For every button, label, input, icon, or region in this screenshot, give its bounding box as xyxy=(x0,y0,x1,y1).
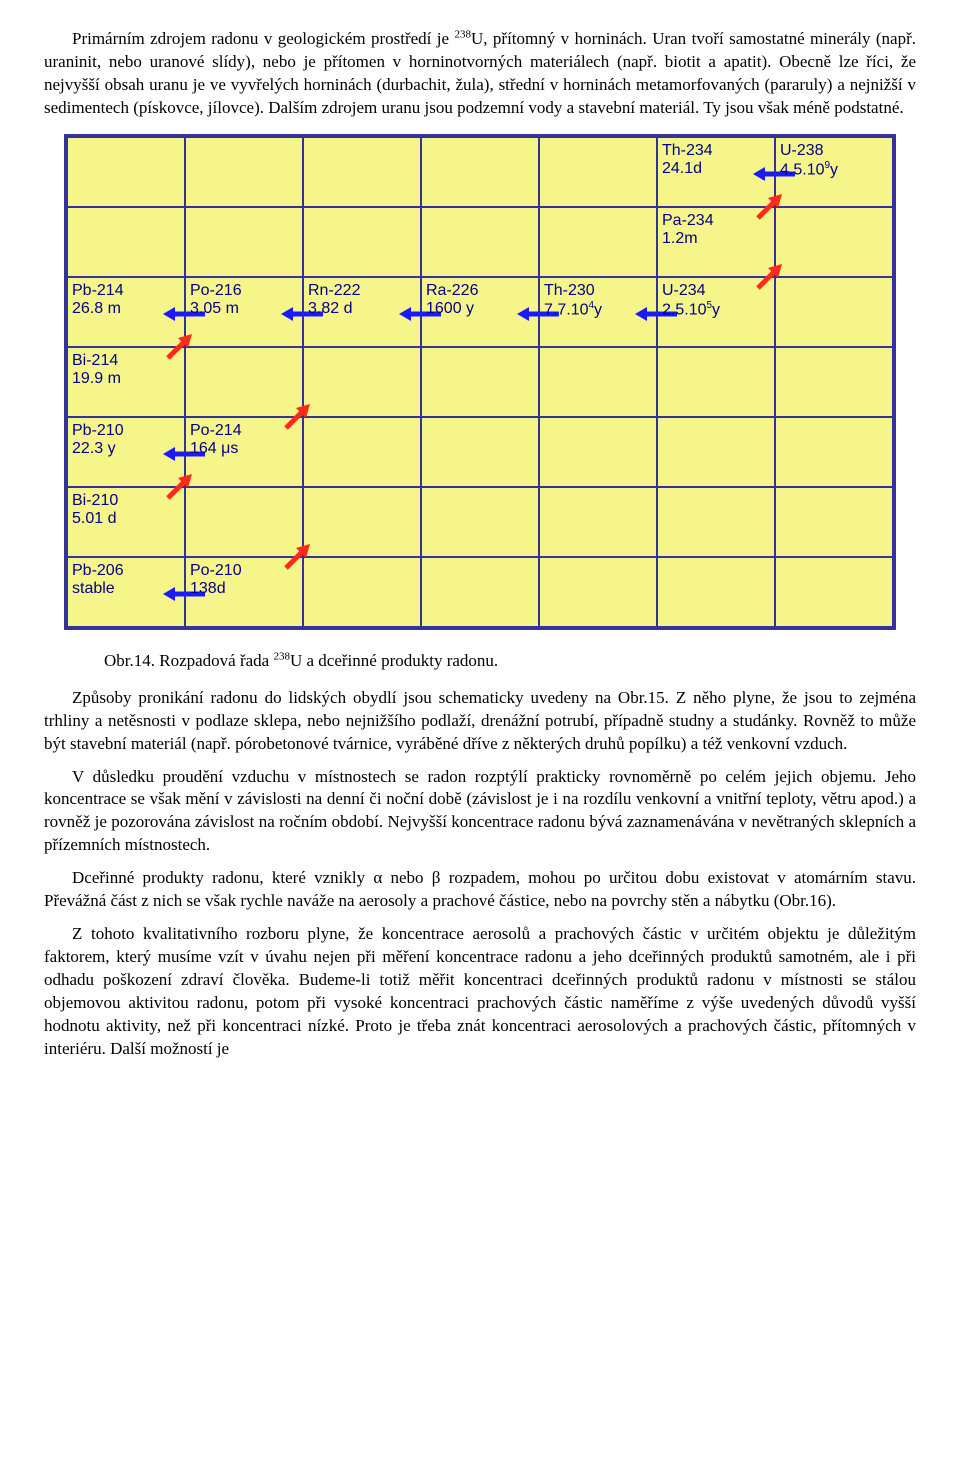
paragraph: Dceřinné produkty radonu, které vznikly … xyxy=(44,867,916,913)
empty-cell xyxy=(421,557,539,627)
text: Primárním zdrojem radonu v geologickém p… xyxy=(72,29,454,48)
nuclide-label: Rn-2223.82 d xyxy=(308,282,360,319)
empty-cell xyxy=(421,137,539,207)
nuclide-cell: Bi-2105.01 d xyxy=(67,487,185,557)
empty-cell xyxy=(303,137,421,207)
empty-cell xyxy=(657,487,775,557)
nuclide-label: Th-2307.7.104y xyxy=(544,282,602,320)
empty-cell xyxy=(539,487,657,557)
empty-cell xyxy=(775,417,893,487)
empty-cell xyxy=(539,207,657,277)
nuclide-label: Bi-21419.9 m xyxy=(72,352,121,389)
empty-cell xyxy=(421,347,539,417)
empty-cell xyxy=(657,557,775,627)
empty-cell xyxy=(185,137,303,207)
empty-cell xyxy=(539,557,657,627)
nuclide-label: Po-214164 μs xyxy=(190,422,242,459)
nuclide-cell: Ra-2261600 y xyxy=(421,277,539,347)
paragraph: Z tohoto kvalitativního rozboru plyne, ž… xyxy=(44,923,916,1061)
nuclide-cell: Th-23424.1d xyxy=(657,137,775,207)
nuclide-cell: Po-210138d xyxy=(185,557,303,627)
nuclide-label: Ra-2261600 y xyxy=(426,282,478,319)
paragraph-intro: Primárním zdrojem radonu v geologickém p… xyxy=(44,28,916,120)
nuclide-cell: U-2384.5.109y xyxy=(775,137,893,207)
empty-cell xyxy=(303,557,421,627)
text: U a dceřinné produkty radonu. xyxy=(290,651,498,670)
nuclide-cell: Rn-2223.82 d xyxy=(303,277,421,347)
nuclide-cell: U-2342.5.105y xyxy=(657,277,775,347)
nuclide-cell: Pb-21022.3 y xyxy=(67,417,185,487)
empty-cell xyxy=(185,207,303,277)
empty-cell xyxy=(303,417,421,487)
nuclide-label: Po-210138d xyxy=(190,562,242,599)
empty-cell xyxy=(775,277,893,347)
nuclide-label: Pb-206stable xyxy=(72,562,124,599)
isotope-sup: 238 xyxy=(454,28,471,40)
nuclide-label: Pb-21426.8 m xyxy=(72,282,124,319)
paragraph: V důsledku proudění vzduchu v místnostec… xyxy=(44,766,916,858)
nuclide-label: Pa-2341.2m xyxy=(662,212,714,249)
empty-cell xyxy=(775,557,893,627)
figure-caption: Obr.14. Rozpadová řada 238U a dceřinné p… xyxy=(44,650,916,673)
nuclide-label: U-2342.5.105y xyxy=(662,282,720,320)
empty-cell xyxy=(539,137,657,207)
nuclide-label: Pb-21022.3 y xyxy=(72,422,124,459)
decay-chain-figure: Th-23424.1d U-2384.5.109y Pa-2341.2m Pb-2… xyxy=(44,134,916,630)
empty-cell xyxy=(303,487,421,557)
empty-cell xyxy=(421,207,539,277)
nuclide-cell: Po-2163.05 m xyxy=(185,277,303,347)
nuclide-cell: Bi-21419.9 m xyxy=(67,347,185,417)
empty-cell xyxy=(303,207,421,277)
nuclide-cell: Pa-2341.2m xyxy=(657,207,775,277)
empty-cell xyxy=(775,207,893,277)
empty-cell xyxy=(303,347,421,417)
nuclide-cell: Th-2307.7.104y xyxy=(539,277,657,347)
empty-cell xyxy=(67,137,185,207)
empty-cell xyxy=(775,347,893,417)
empty-cell xyxy=(185,487,303,557)
empty-cell xyxy=(185,347,303,417)
empty-cell xyxy=(539,347,657,417)
nuclide-label: Po-2163.05 m xyxy=(190,282,242,319)
paragraph: Způsoby pronikání radonu do lidských oby… xyxy=(44,687,916,756)
isotope-sup: 238 xyxy=(273,650,290,662)
nuclide-cell: Pb-206stable xyxy=(67,557,185,627)
text: Obr.14. Rozpadová řada xyxy=(104,651,273,670)
decay-chain-grid: Th-23424.1d U-2384.5.109y Pa-2341.2m Pb-2… xyxy=(64,134,896,630)
nuclide-label: U-2384.5.109y xyxy=(780,142,838,180)
empty-cell xyxy=(539,417,657,487)
empty-cell xyxy=(67,207,185,277)
nuclide-label: Th-23424.1d xyxy=(662,142,713,179)
nuclide-cell: Pb-21426.8 m xyxy=(67,277,185,347)
nuclide-label: Bi-2105.01 d xyxy=(72,492,118,529)
empty-cell xyxy=(421,487,539,557)
empty-cell xyxy=(657,347,775,417)
nuclide-cell: Po-214164 μs xyxy=(185,417,303,487)
empty-cell xyxy=(657,417,775,487)
empty-cell xyxy=(421,417,539,487)
empty-cell xyxy=(775,487,893,557)
